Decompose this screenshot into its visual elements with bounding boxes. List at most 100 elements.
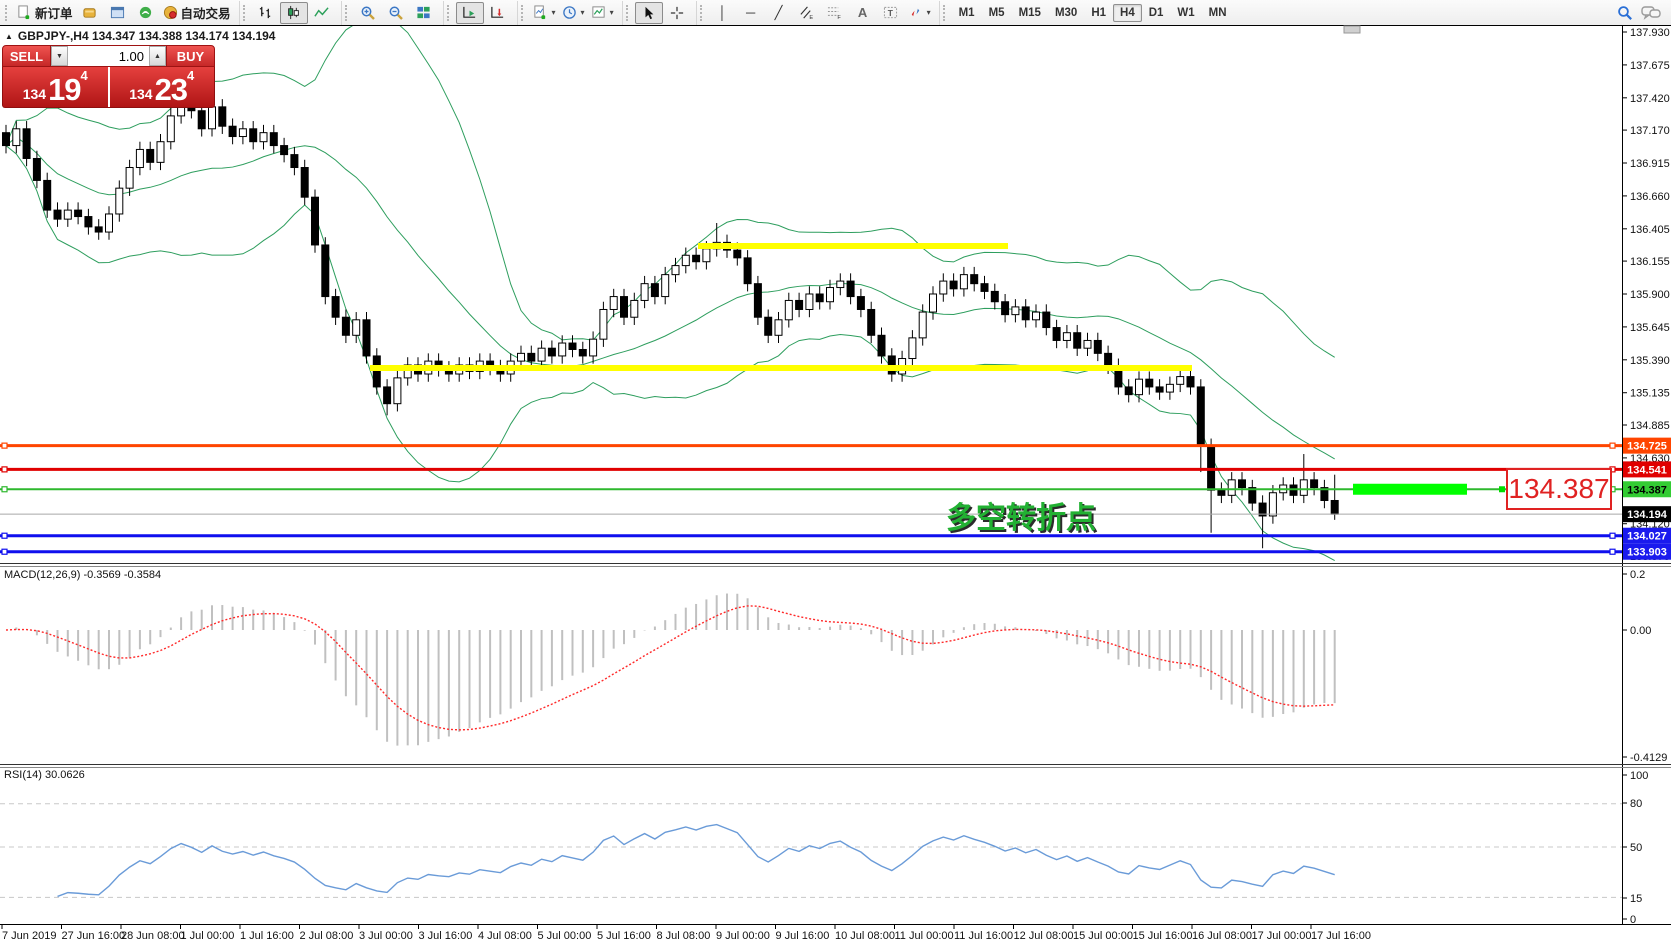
toolbar-grip[interactable] [625,4,632,21]
timeframe-m15-button[interactable]: M15 [1018,6,1041,19]
clock-icon [562,6,576,19]
price-callout-box[interactable]: 134.387 [1506,468,1612,510]
timeframe-m5-button[interactable]: M5 [988,6,1005,19]
toolbar-grip[interactable] [242,4,249,21]
line-chart-button[interactable] [308,2,336,24]
signals-icon [139,6,152,19]
chart-shift-icon [491,6,504,18]
line-handle-icon[interactable] [1,548,8,555]
rsi-axis-label: 50 [1630,842,1642,854]
line-handle-icon[interactable] [1,466,8,473]
fibonacci-button[interactable]: F [821,2,849,24]
vertical-line-button[interactable]: │ [709,2,737,24]
chart-scroll-thumb[interactable] [1343,25,1361,34]
buy-button[interactable]: BUY [166,45,215,67]
svg-text:17 Jul 00:00: 17 Jul 00:00 [1252,930,1312,942]
timeframe-m1-button[interactable]: M1 [958,6,975,19]
text-label-button[interactable]: T [877,2,905,24]
auto-trading-button[interactable]: 自动交易 [160,2,234,24]
buy-price[interactable]: 134 23 4 [107,67,215,107]
crosshair-icon [670,6,683,19]
volume-increase-button[interactable]: ▲ [149,46,166,66]
svg-text:4 Jul 08:00: 4 Jul 08:00 [478,930,532,942]
bar-chart-button[interactable] [252,2,280,24]
svg-text:136.405: 136.405 [1630,224,1670,236]
volume-decrease-button[interactable]: ▼ [51,46,68,66]
channel-icon: E [800,6,813,20]
new-order-button[interactable]: 新订单 [14,2,76,24]
volume-input[interactable] [68,46,149,66]
svg-text:134.885: 134.885 [1630,420,1670,432]
toolbar-grip[interactable] [942,4,949,21]
toolbar-grip[interactable] [520,4,527,21]
svg-text:135.900: 135.900 [1630,289,1670,301]
chart-annotation-text[interactable]: 多空转折点 [946,502,1096,535]
collapse-arrow-icon[interactable]: ▲ [5,31,13,41]
svg-text:5 Jul 16:00: 5 Jul 16:00 [597,930,651,942]
line-handle-icon[interactable] [1609,548,1616,555]
rsi-line [57,823,1335,898]
line-handle-icon[interactable] [1609,442,1616,449]
macd-axis-label: 0.2 [1630,569,1645,581]
line-handle-icon[interactable] [1,532,8,539]
trendline-button[interactable]: ╱ [765,2,793,24]
timeframe-d1-button[interactable]: D1 [1148,6,1164,19]
text-button[interactable]: A [849,2,877,24]
crosshair-button[interactable] [663,2,691,24]
terminal-button[interactable] [104,2,132,24]
rsi-axis-label: 80 [1630,798,1642,810]
text-icon: A [857,5,868,20]
toolbar-grip[interactable] [446,4,453,21]
one-click-trading-panel: SELL ▼ ▲ BUY 134 19 4 134 23 4 [2,45,215,108]
gold-book-icon [83,8,96,18]
new-order-icon [18,5,30,20]
horizontal-line-button[interactable]: ─ [737,2,765,24]
sell-price[interactable]: 134 19 4 [3,67,108,107]
svg-text:27 Jun 16:00: 27 Jun 16:00 [62,930,126,942]
indicators-button[interactable]: ▾ [530,2,559,24]
toolbar-grip[interactable] [344,4,351,21]
channel-button[interactable]: E [793,2,821,24]
sell-button[interactable]: SELL [2,45,51,67]
timeframe-mn-button[interactable]: MN [1208,6,1227,19]
candlestick-chart-button[interactable] [279,1,308,24]
arrows-button[interactable]: ▾ [905,2,934,24]
svg-text:2 Jul 08:00: 2 Jul 08:00 [300,930,354,942]
chart-window-button[interactable] [76,2,104,24]
svg-text:3 Jul 16:00: 3 Jul 16:00 [419,930,473,942]
timeframe-w1-button[interactable]: W1 [1177,6,1195,19]
timeframe-m30-button[interactable]: M30 [1054,6,1078,19]
toolbar-grip[interactable] [699,4,706,21]
rsi-pane-layer [0,803,1622,898]
zoom-out-button[interactable] [382,2,410,24]
tile-windows-icon [417,6,430,19]
search-icon[interactable] [1617,5,1633,21]
auto-trading-icon [163,5,177,20]
svg-text:16 Jul 08:00: 16 Jul 08:00 [1192,930,1252,942]
sell-price-pip: 4 [80,68,88,83]
segment-handle-icon[interactable] [1499,486,1505,493]
toolbar-grip[interactable] [5,4,11,21]
svg-text:134.027: 134.027 [1627,531,1667,543]
signals-button[interactable] [132,2,160,24]
line-handle-icon[interactable] [1,486,8,493]
timeframe-h1-button[interactable]: H1 [1091,6,1107,19]
svg-text:12 Jul 08:00: 12 Jul 08:00 [1014,930,1074,942]
svg-text:137.170: 137.170 [1630,125,1670,137]
rsi-axis-label: 0 [1630,914,1636,926]
line-handle-icon[interactable] [1,442,8,449]
tile-windows-button[interactable] [410,2,438,24]
chart-shift-button[interactable] [484,2,512,24]
template-icon [591,6,605,18]
auto-scroll-button[interactable] [455,1,484,24]
fibonacci-icon: F [828,7,841,20]
line-handle-icon[interactable] [1609,532,1616,539]
timeframe-h4-button[interactable]: H4 [1113,3,1142,22]
periods-button[interactable]: ▾ [559,2,588,24]
templates-button[interactable]: ▾ [588,2,617,24]
zoom-in-button[interactable] [354,2,382,24]
chat-icon[interactable] [1641,5,1661,21]
cursor-button[interactable] [634,1,663,24]
